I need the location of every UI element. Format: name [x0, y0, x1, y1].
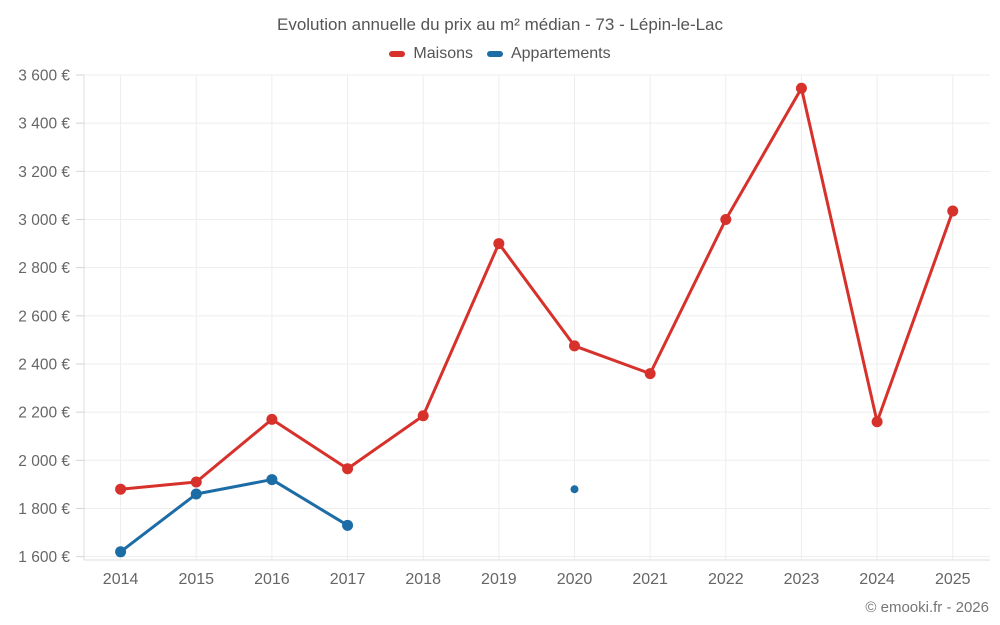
chart-title: Evolution annuelle du prix au m² médian …	[276, 15, 724, 34]
maisons-series-swatch-icon	[389, 51, 406, 57]
x-axis-tick-label: 2015	[178, 571, 214, 588]
legend-label-maisons: Maisons	[413, 45, 473, 62]
legend-item-appartements[interactable]: Appartements	[486, 45, 611, 63]
data-point-maisons-2021	[644, 368, 656, 380]
data-point-maisons-2020	[569, 340, 580, 352]
y-axis-tick-label: 2 200 €	[18, 405, 70, 422]
y-axis-tick-label: 3 600 €	[18, 68, 70, 85]
y-axis-tick-label: 3 400 €	[18, 116, 70, 133]
data-point-appartements-2020	[570, 485, 579, 494]
x-axis-tick-label: 2020	[557, 571, 593, 588]
x-axis-tick-label: 2014	[103, 571, 139, 588]
appartements-series-swatch-icon	[486, 51, 503, 57]
y-axis-tick-label: 2 000 €	[18, 453, 70, 470]
data-point-maisons-2025	[947, 205, 959, 217]
data-point-maisons-2017	[342, 463, 354, 475]
x-axis-tick-label: 2022	[708, 571, 744, 588]
x-axis-tick-label: 2024	[859, 571, 895, 588]
data-point-appartements-2017	[342, 519, 354, 531]
x-axis-tick-label: 2018	[405, 571, 441, 588]
data-point-maisons-2023	[795, 82, 807, 94]
data-point-maisons-2024	[871, 416, 883, 428]
data-point-maisons-2015	[190, 476, 202, 488]
chart-legend: Maisons Appartements	[0, 45, 1000, 63]
data-point-appartements-2014	[115, 546, 127, 558]
watermark: © emooki.fr - 2026	[865, 599, 989, 616]
data-point-maisons-2022	[720, 213, 732, 225]
data-point-maisons-2019	[493, 238, 505, 250]
x-axis-tick-label: 2017	[330, 571, 366, 588]
x-axis-tick-label: 2021	[632, 571, 668, 588]
y-axis-tick-label: 1 600 €	[18, 549, 70, 566]
y-axis-tick-label: 2 600 €	[18, 308, 70, 325]
x-axis-tick-label: 2019	[481, 571, 517, 588]
legend-item-maisons[interactable]: Maisons	[389, 45, 473, 63]
legend-label-appartements: Appartements	[510, 45, 611, 62]
y-axis-tick-label: 2 800 €	[18, 260, 70, 277]
x-axis-tick-label: 2025	[935, 571, 971, 588]
data-point-maisons-2018	[417, 410, 429, 422]
y-axis-tick-label: 3 200 €	[18, 164, 70, 181]
y-axis-tick-label: 3 000 €	[18, 212, 70, 229]
y-axis-tick-label: 2 400 €	[18, 356, 70, 373]
y-axis-tick-label: 1 800 €	[18, 501, 70, 518]
x-axis-tick-label: 2016	[254, 571, 290, 588]
x-axis-tick-label: 2023	[784, 571, 820, 588]
data-point-appartements-2016	[266, 474, 278, 486]
data-point-maisons-2016	[266, 413, 278, 425]
data-point-appartements-2015	[190, 488, 202, 500]
data-point-maisons-2014	[115, 483, 127, 495]
